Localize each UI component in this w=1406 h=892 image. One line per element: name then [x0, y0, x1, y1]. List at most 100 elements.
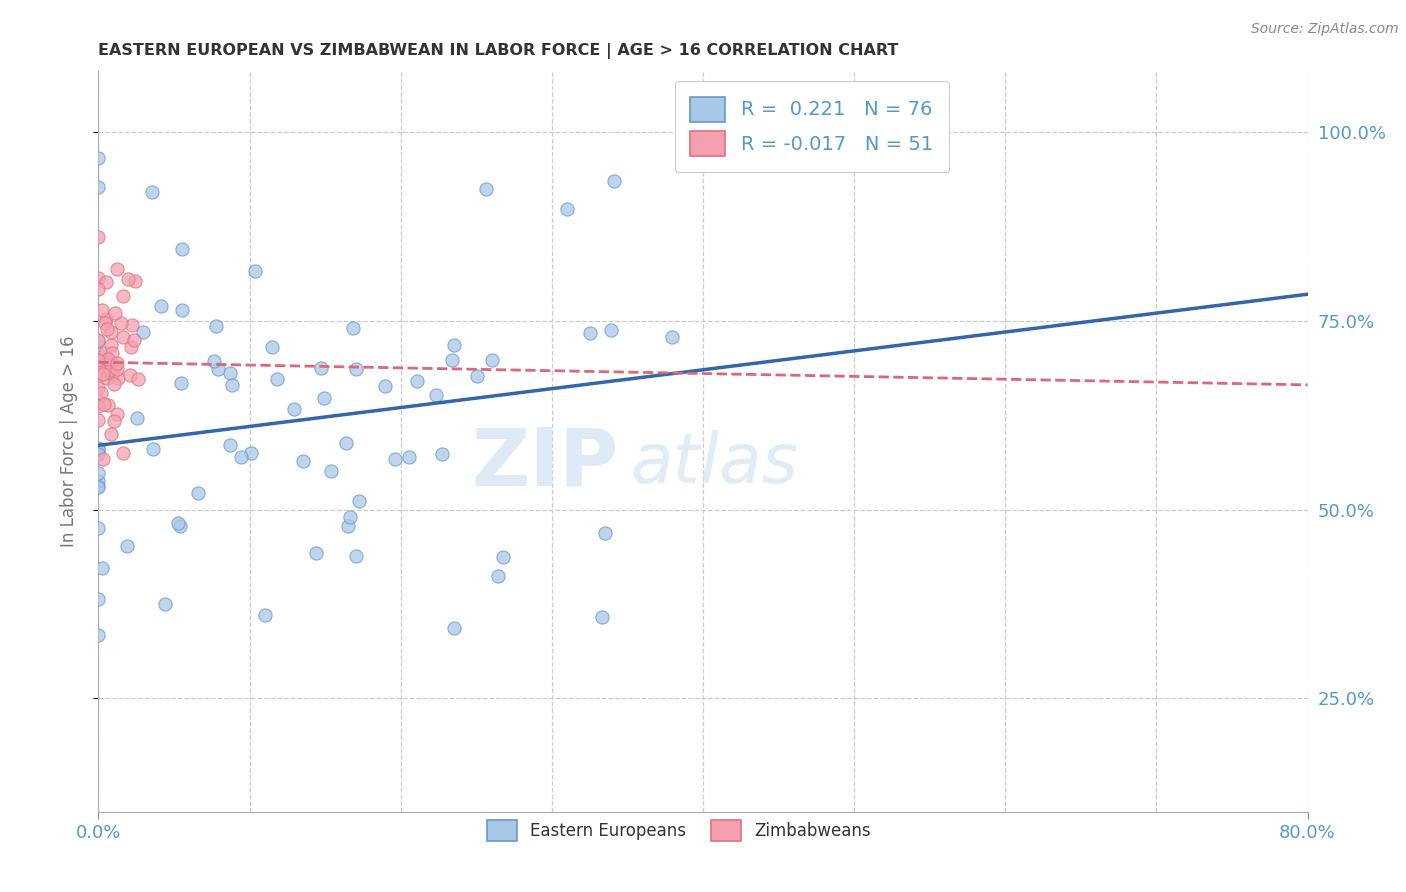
Point — [104, 306, 127, 320]
Point — [405, 375, 427, 389]
Point — [292, 454, 315, 468]
Point — [87, 347, 110, 361]
Point — [167, 516, 190, 530]
Point — [312, 391, 335, 405]
Point — [117, 272, 139, 286]
Point — [440, 352, 463, 367]
Point — [87, 521, 110, 535]
Point — [87, 334, 110, 348]
Point — [94, 275, 117, 289]
Point — [425, 387, 447, 401]
Point — [94, 317, 117, 331]
Point — [87, 394, 110, 409]
Point — [486, 569, 509, 583]
Point — [87, 152, 110, 166]
Point — [170, 302, 193, 317]
Point — [96, 322, 118, 336]
Point — [125, 411, 148, 425]
Point — [103, 376, 125, 391]
Point — [97, 398, 120, 412]
Point — [94, 312, 117, 326]
Point — [87, 413, 110, 427]
Point — [337, 519, 360, 533]
Text: EASTERN EUROPEAN VS ZIMBABWEAN IN LABOR FORCE | AGE > 16 CORRELATION CHART: EASTERN EUROPEAN VS ZIMBABWEAN IN LABOR … — [98, 43, 898, 59]
Point — [120, 340, 142, 354]
Point — [384, 451, 406, 466]
Point — [239, 446, 262, 460]
Point — [221, 378, 243, 392]
Point — [112, 446, 135, 460]
Point — [266, 372, 288, 386]
Point — [349, 494, 371, 508]
Point — [87, 359, 110, 374]
Point — [311, 361, 333, 376]
Point — [481, 352, 503, 367]
Point — [105, 408, 128, 422]
Point — [111, 289, 134, 303]
Point — [87, 355, 110, 369]
Point — [253, 607, 276, 622]
Point — [107, 371, 129, 385]
Point — [319, 464, 342, 478]
Point — [90, 367, 112, 381]
Point — [229, 450, 252, 464]
Point — [124, 274, 146, 288]
Point — [94, 345, 117, 359]
Point — [603, 174, 626, 188]
Point — [492, 549, 515, 564]
Point — [87, 479, 110, 493]
Point — [443, 621, 465, 635]
Point — [91, 451, 114, 466]
Point — [105, 362, 128, 376]
Point — [202, 353, 225, 368]
Point — [98, 362, 121, 376]
Point — [599, 323, 621, 337]
Point — [87, 180, 110, 194]
Point — [245, 264, 267, 278]
Point — [335, 436, 357, 450]
Point — [87, 442, 110, 457]
Point — [87, 399, 110, 413]
Point — [87, 230, 110, 244]
Point — [117, 539, 139, 553]
Point — [97, 351, 120, 366]
Point — [661, 330, 683, 344]
Point — [87, 628, 110, 642]
Point — [283, 401, 305, 416]
Point — [105, 262, 128, 277]
Point — [87, 333, 110, 347]
Point — [87, 441, 110, 455]
Point — [87, 447, 110, 461]
Point — [90, 303, 112, 318]
Point — [110, 317, 132, 331]
Point — [87, 352, 110, 367]
Point — [475, 182, 498, 196]
Point — [142, 442, 165, 456]
Point — [374, 379, 396, 393]
Point — [141, 185, 163, 199]
Point — [97, 357, 120, 371]
Point — [104, 359, 127, 373]
Point — [207, 362, 229, 376]
Text: ZIP: ZIP — [471, 425, 619, 503]
Point — [262, 340, 284, 354]
Point — [342, 321, 364, 335]
Point — [187, 486, 209, 500]
Point — [87, 474, 110, 488]
Point — [443, 337, 465, 351]
Point — [100, 427, 122, 442]
Point — [101, 368, 124, 382]
Y-axis label: In Labor Force | Age > 16: In Labor Force | Age > 16 — [59, 335, 77, 548]
Point — [121, 318, 143, 332]
Point — [120, 368, 142, 382]
Point — [87, 466, 110, 480]
Point — [93, 397, 115, 411]
Point — [87, 480, 110, 494]
Point — [219, 366, 242, 380]
Point — [91, 367, 114, 381]
Point — [305, 546, 328, 560]
Point — [398, 450, 420, 464]
Point — [112, 330, 135, 344]
Point — [87, 381, 110, 395]
Point — [122, 334, 145, 348]
